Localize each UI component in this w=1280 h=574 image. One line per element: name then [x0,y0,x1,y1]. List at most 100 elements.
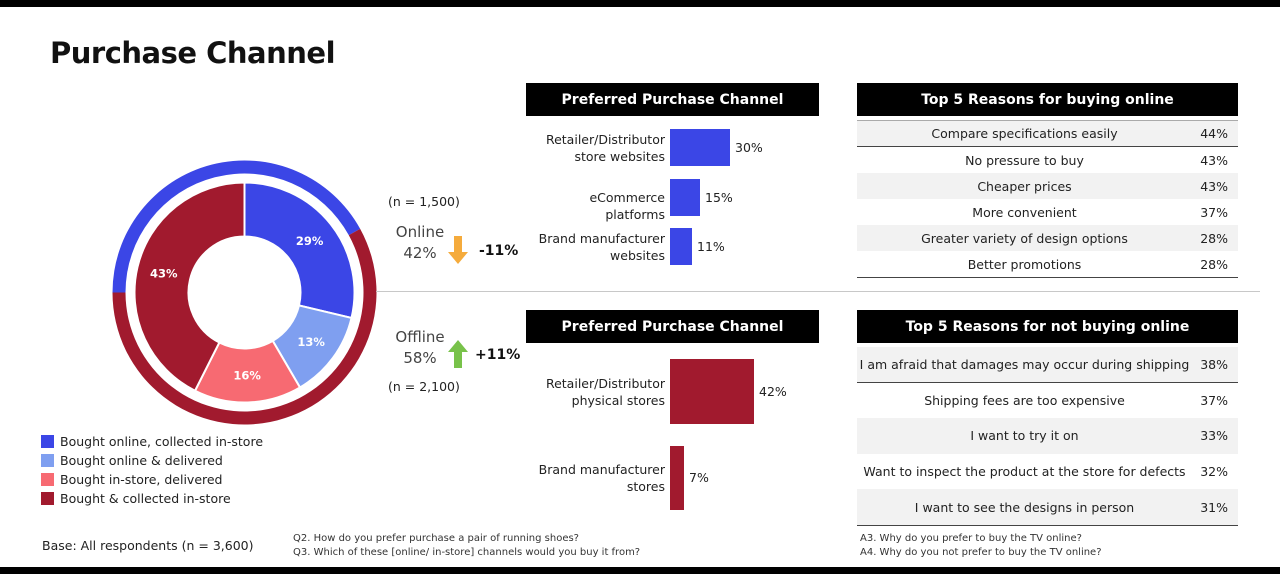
bar-category-label-line: Retailer/Distributor [545,131,665,147]
preferred-channel-online-header: Preferred Purchase Channel [526,83,819,116]
reasons-offline-header: Top 5 Reasons for not buying online [857,310,1238,343]
legend-label: Bought in-store, delivered [60,472,223,487]
bar-value-label: 42% [759,383,787,399]
offline-label: Offline [395,328,445,346]
bar-category-label: eCommerce platforms [530,189,665,223]
preferred-channel-offline-header: Preferred Purchase Channel [526,310,819,343]
legend-item: Bought online & delivered [41,451,263,470]
question-note-a3: A3. Why do you prefer to buy the TV onli… [860,533,1082,544]
bar-category-label-line: store websites [574,148,665,164]
online-label: Online [395,223,445,241]
donut-slice-1 [243,181,356,320]
bar-category-label-line: Brand manufacturer [538,230,665,246]
bar-category-label-line: Retailer/Distributor [545,375,665,391]
reason-pct: 43% [1200,152,1228,168]
donut-slice-4 [133,181,246,393]
answer-notes: A3. Why do you prefer to buy the TV onli… [860,532,1102,560]
bar-value-label: 7% [689,470,709,485]
reason-pct: 38% [1200,356,1228,372]
reasons-online-table: Compare specifications easily 44% No press… [857,120,1238,278]
legend-swatch [41,492,54,505]
bar [670,228,692,265]
bar [670,359,754,424]
offline-n-label: (n = 2,100) [388,379,460,394]
table-row: Want to inspect the product at the store… [857,454,1238,490]
table-row: Better promotions 28% [857,251,1238,277]
table-row: I am afraid that damages may occur durin… [857,347,1238,383]
reasons-offline-table: I am afraid that damages may occur durin… [857,347,1238,526]
donut-slice-label-2: 13% [297,335,325,349]
table-row: I want to try it on 33% [857,418,1238,454]
reason-text: I want to see the designs in person [914,499,1135,515]
donut-chart: 29% 13% 16% 43% [112,160,377,425]
section-divider [376,291,1260,292]
table-row: I want to see the designs in person 31% [857,489,1238,525]
reason-pct: 31% [1200,499,1228,515]
reason-text: I want to try it on [970,428,1079,444]
bar-category-label-line: physical stores [571,392,665,408]
table-row: Cheaper prices 43% [857,173,1238,199]
reason-pct: 28% [1200,230,1228,246]
table-row: More convenient 37% [857,199,1238,225]
legend: Bought online, collected in-store Bought … [41,432,263,508]
bar-category-label-line: Brand manufacturer [538,462,665,477]
up-arrow-icon [448,340,468,368]
bar-value-label: 15% [705,189,733,205]
reason-text: Compare specifications easily [931,126,1118,141]
legend-label: Bought online & delivered [60,453,223,468]
legend-label: Bought & collected in-store [60,491,231,506]
table-row: No pressure to buy 43% [857,147,1238,173]
bar-category-label-line: stores [626,479,665,494]
legend-swatch [41,435,54,448]
top-border [0,0,1280,7]
bar-category-label: Brand manufacturer stores [530,461,665,495]
question-note-q3: Q3. Which of these [online/ in-store] ch… [293,547,641,558]
legend-label: Bought online, collected in-store [60,434,264,449]
table-row: Shipping fees are too expensive 37% [857,383,1238,419]
bar-category-label: Brand manufacturer websites [530,230,665,264]
reason-text: Greater variety of design options [921,230,1128,246]
question-note-a4: A4. Why do you not prefer to buy the TV … [860,547,1102,558]
reason-text: I am afraid that damages may occur durin… [859,356,1190,372]
legend-swatch [41,454,54,467]
reason-text: Shipping fees are too expensive [924,392,1125,408]
page-title: Purchase Channel [50,36,336,70]
legend-item: Bought & collected in-store [41,489,263,508]
bar-value-label: 11% [697,238,725,254]
reasons-online-header: Top 5 Reasons for buying online [857,83,1238,116]
donut-slice-label-4: 43% [150,266,178,280]
bar-category-label: Retailer/Distributor store websites [530,131,665,165]
legend-item: Bought online, collected in-store [41,432,263,451]
offline-change: +11% [475,347,521,363]
legend-swatch [41,473,54,486]
reason-pct: 37% [1200,204,1228,220]
reason-text: More convenient [972,204,1077,220]
online-change: -11% [479,243,519,259]
bottom-border [0,567,1280,574]
reason-pct: 28% [1200,256,1228,272]
donut-slice-label-3: 16% [233,368,261,382]
online-pct: 42% [403,244,437,262]
down-arrow-icon [448,236,468,264]
reason-text: Better promotions [967,256,1082,272]
outer-ring-online [112,160,361,293]
table-row: Compare specifications easily 44% [857,121,1238,147]
bar-category-label: Retailer/Distributor physical stores [530,375,665,409]
bar-category-label-line: eCommerce platforms [589,190,665,222]
reason-text: Want to inspect the product at the store… [863,464,1186,480]
table-row: Greater variety of design options 28% [857,225,1238,251]
reason-pct: 33% [1200,428,1228,444]
legend-item: Bought in-store, delivered [41,470,263,489]
reason-pct: 32% [1200,464,1228,480]
donut-slice-label-1: 29% [296,234,324,248]
reason-pct: 44% [1200,126,1228,141]
question-note-q2: Q2. How do you prefer purchase a pair of… [293,533,579,544]
bar-value-label: 30% [735,139,763,155]
question-notes: Q2. How do you prefer purchase a pair of… [293,532,640,560]
base-note: Base: All respondents (n = 3,600) [42,538,254,553]
bar [670,446,684,510]
reason-text: No pressure to buy [965,152,1084,168]
bar [670,129,730,166]
bar [670,179,700,216]
bar-category-label-line: websites [610,247,665,263]
